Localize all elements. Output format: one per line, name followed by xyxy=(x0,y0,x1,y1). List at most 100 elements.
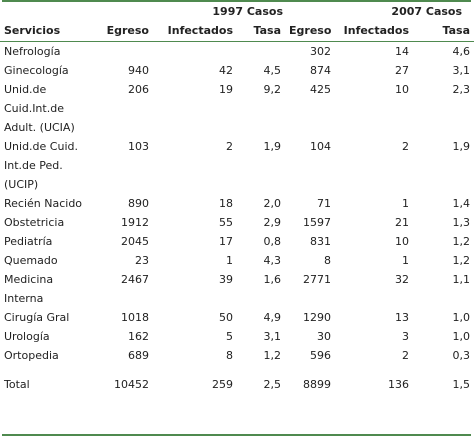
col-header-infectados-2007: Infectados xyxy=(335,21,413,42)
cell-infectados-1997: 18 xyxy=(219,197,233,210)
cell-infectados-2007: 1 xyxy=(402,197,409,210)
cell-egreso-1997: 23 xyxy=(135,254,149,267)
servicio-label: Unid.de xyxy=(4,83,47,96)
column-header-row: Servicios Egreso Infectados Tasa Egreso … xyxy=(0,21,474,42)
cell-tasa-2007: 1,9 xyxy=(452,140,471,153)
cell-egreso-1997: 940 xyxy=(128,64,149,77)
col-header-servicios: Servicios xyxy=(0,21,92,42)
cell-tasa-1997: 4,5 xyxy=(263,64,282,77)
cell-empty xyxy=(335,156,413,175)
servicio-label: Quemado xyxy=(4,254,58,267)
cell-infectados-1997: 1 xyxy=(226,254,233,267)
table-row: Medicina 2467 39 1,6 2771 32 1,1 xyxy=(0,270,474,289)
table-row: Int.de Ped. xyxy=(0,156,474,175)
cell-tasa-2007: 1,0 xyxy=(452,311,471,324)
cell-egreso-1997: 890 xyxy=(128,197,149,210)
cell-infectados-1997 xyxy=(153,42,237,62)
servicio-label: Ginecología xyxy=(4,64,69,77)
cell-tasa-1997: 1,9 xyxy=(263,140,282,153)
total-tasa-2007: 1,5 xyxy=(452,378,471,391)
cell-tasa-1997: 3,1 xyxy=(263,330,282,343)
cell-empty xyxy=(413,156,474,175)
col-header-egreso-2007: Egreso xyxy=(285,21,335,42)
cell-tasa-1997: 4,3 xyxy=(263,254,282,267)
top-rule xyxy=(2,0,471,2)
cell-empty xyxy=(153,175,237,194)
cell-empty xyxy=(285,99,335,118)
cell-empty xyxy=(413,175,474,194)
cell-empty xyxy=(153,118,237,137)
cell-tasa-2007: 1,0 xyxy=(452,330,471,343)
cell-empty xyxy=(335,289,413,308)
cell-tasa-1997: 1,2 xyxy=(263,349,282,362)
cell-infectados-2007: 21 xyxy=(395,216,409,229)
total-infectados-1997: 259 xyxy=(212,378,233,391)
table-row: Quemado 23 1 4,3 8 1 1,2 xyxy=(0,251,474,270)
cell-infectados-1997: 55 xyxy=(219,216,233,229)
servicio-label: Obstetricia xyxy=(4,216,65,229)
cell-infectados-1997: 17 xyxy=(219,235,233,248)
table-row: Unid.de Cuid. 103 2 1,9 104 2 1,9 xyxy=(0,137,474,156)
cell-empty xyxy=(92,156,153,175)
table-row: Ginecología 940 42 4,5 874 27 3,1 xyxy=(0,61,474,80)
cell-infectados-2007: 2 xyxy=(402,140,409,153)
cell-infectados-1997: 39 xyxy=(219,273,233,286)
servicio-label: Ortopedia xyxy=(4,349,59,362)
cell-egreso-2007: 302 xyxy=(310,45,331,58)
total-egreso-1997: 10452 xyxy=(114,378,149,391)
servicio-label: Nefrología xyxy=(4,45,61,58)
group-header-row: 1997 Casos 2007 Casos xyxy=(0,3,474,21)
table-row: Pediatría 2045 17 0,8 831 10 1,2 xyxy=(0,232,474,251)
cell-tasa-1997: 1,6 xyxy=(263,273,282,286)
cell-egreso-1997: 1912 xyxy=(121,216,149,229)
cell-empty xyxy=(413,118,474,137)
infection-rates-table: 1997 Casos 2007 Casos Servicios Egreso I… xyxy=(0,3,474,394)
cell-infectados-2007: 1 xyxy=(402,254,409,267)
cell-tasa-2007: 1,2 xyxy=(452,254,471,267)
cell-egreso-2007: 874 xyxy=(310,64,331,77)
spacer-row xyxy=(0,365,474,375)
servicio-label: Cuid.Int.de xyxy=(4,102,64,115)
cell-egreso-1997 xyxy=(92,42,153,62)
servicio-label: Urología xyxy=(4,330,50,343)
servicio-label: Medicina xyxy=(4,273,54,286)
cell-empty xyxy=(92,289,153,308)
cell-empty xyxy=(285,156,335,175)
cell-infectados-1997: 2 xyxy=(226,140,233,153)
cell-empty xyxy=(153,99,237,118)
servicio-label: Interna xyxy=(4,292,44,305)
cell-egreso-2007: 1290 xyxy=(303,311,331,324)
cell-tasa-2007: 0,3 xyxy=(452,349,471,362)
cell-infectados-2007: 14 xyxy=(395,45,409,58)
cell-empty xyxy=(285,118,335,137)
cell-empty xyxy=(335,118,413,137)
table-row: Obstetricia 1912 55 2,9 1597 21 1,3 xyxy=(0,213,474,232)
cell-tasa-2007: 2,3 xyxy=(452,83,471,96)
cell-egreso-1997: 2467 xyxy=(121,273,149,286)
cell-empty xyxy=(285,175,335,194)
cell-tasa-2007: 1,3 xyxy=(452,216,471,229)
table-row: Nefrología 302 14 4,6 xyxy=(0,42,474,62)
cell-egreso-1997: 206 xyxy=(128,83,149,96)
cell-tasa-1997: 9,2 xyxy=(263,83,282,96)
cell-infectados-1997: 19 xyxy=(219,83,233,96)
cell-infectados-1997: 5 xyxy=(226,330,233,343)
cell-tasa-1997: 2,0 xyxy=(263,197,282,210)
table-row: Interna xyxy=(0,289,474,308)
cell-egreso-2007: 425 xyxy=(310,83,331,96)
cell-egreso-2007: 596 xyxy=(310,349,331,362)
cell-egreso-1997: 689 xyxy=(128,349,149,362)
bottom-rule xyxy=(2,434,471,436)
cell-empty xyxy=(335,175,413,194)
table-row: Unid.de 206 19 9,2 425 10 2,3 xyxy=(0,80,474,99)
servicio-label: Int.de Ped. xyxy=(4,159,63,172)
table-row: Ortopedia 689 8 1,2 596 2 0,3 xyxy=(0,346,474,365)
col-header-egreso-1997: Egreso xyxy=(92,21,153,42)
cell-egreso-1997: 162 xyxy=(128,330,149,343)
cell-egreso-1997: 1018 xyxy=(121,311,149,324)
cell-infectados-1997: 50 xyxy=(219,311,233,324)
servicio-label: Cirugía Gral xyxy=(4,311,70,324)
total-egreso-2007: 8899 xyxy=(303,378,331,391)
cell-infectados-2007: 2 xyxy=(402,349,409,362)
servicio-label: (UCIP) xyxy=(4,178,39,191)
